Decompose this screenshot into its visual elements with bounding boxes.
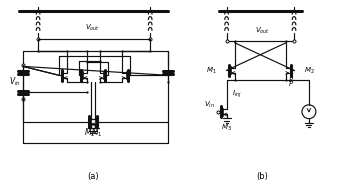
Text: $M_1$: $M_1$ [91,126,103,139]
Text: $V_{in}$: $V_{in}$ [204,100,215,110]
Text: P: P [289,77,293,83]
Text: $V_{in}$: $V_{in}$ [9,76,21,88]
Text: $M_3$: $M_3$ [221,123,232,133]
Text: P: P [289,81,293,87]
Text: $I_{inj}$: $I_{inj}$ [232,89,242,100]
Text: $M_2$: $M_2$ [304,65,315,76]
Text: (a): (a) [87,172,98,181]
Text: $M_2$: $M_2$ [84,126,95,139]
Text: $V_{out}$: $V_{out}$ [85,23,100,33]
Text: $V_{out}$: $V_{out}$ [255,26,270,36]
Text: (b): (b) [256,172,268,181]
Text: $M_1$: $M_1$ [206,65,217,76]
